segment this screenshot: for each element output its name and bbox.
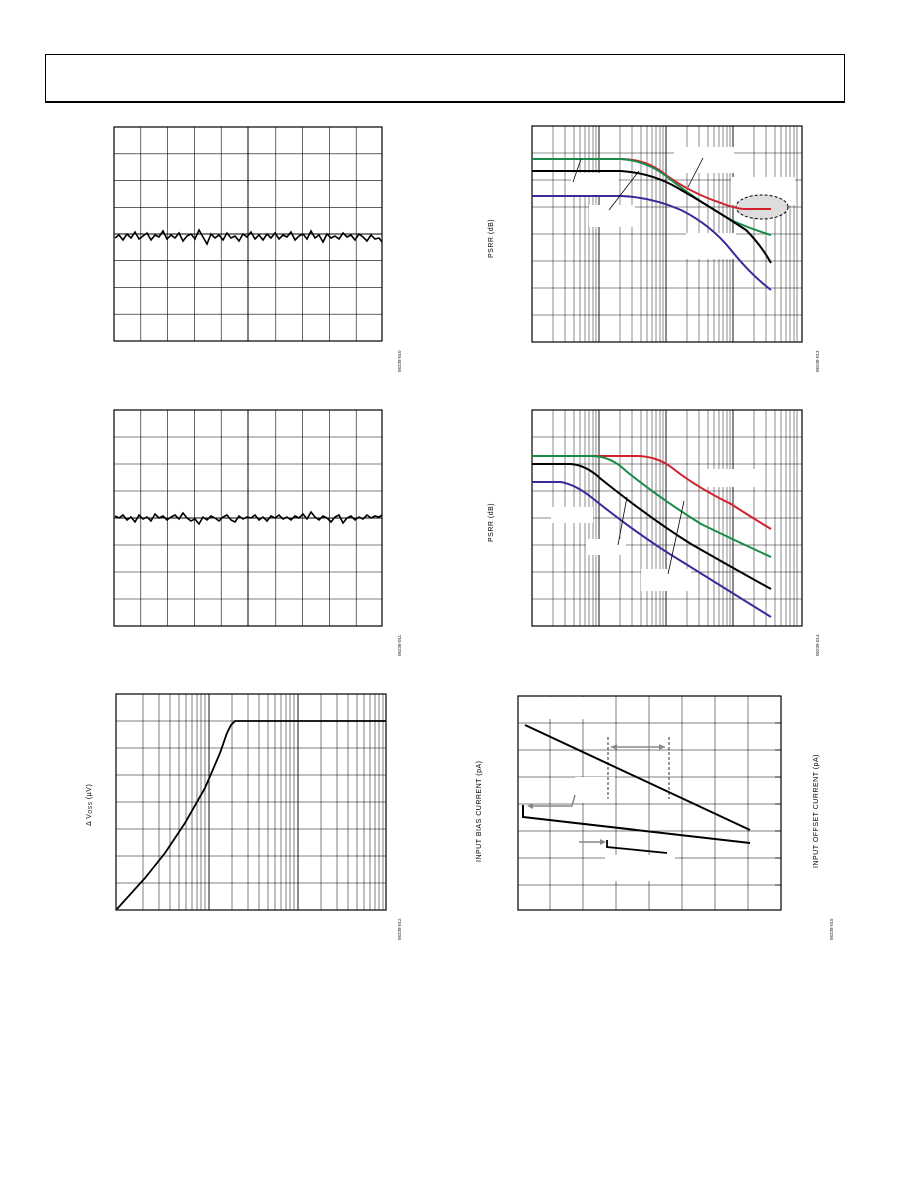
figure-id-bias: 06238-015: [829, 918, 834, 940]
psrr1-purple: [532, 195, 772, 291]
psrr1-ylabel: PSRR (dB): [488, 218, 495, 258]
bias-current-line: [524, 724, 751, 831]
noise-trace-1: [114, 228, 383, 246]
figure-id-noise2: 06238-011: [397, 634, 402, 656]
psrr2-ylabel: PSRR (dB): [488, 502, 495, 542]
noise-plot-2: [113, 409, 383, 627]
psrr2-purple: [532, 481, 772, 618]
figure-id-vos: 06238-012: [397, 918, 402, 940]
bias-current-plot: [517, 695, 782, 911]
highlight-ellipse: [735, 194, 789, 220]
vos-ylabel: Δ VOSS (µV): [86, 783, 94, 826]
vos-curve: [116, 720, 386, 910]
figure-id-psrr1: 06238-013: [815, 350, 820, 372]
bias-ylabel-right: INPUT OFFSET CURRENT (pA): [813, 753, 820, 868]
offset-current-line: [522, 805, 751, 844]
noise-plot-1: [113, 126, 383, 342]
psrr-plot-2: [531, 409, 803, 627]
vos-plot: [115, 693, 387, 911]
psrr2-black: [532, 463, 772, 590]
figure-id-noise1: 06238-010: [397, 350, 402, 372]
noise-trace-2: [114, 510, 383, 526]
offset-current-segment: [606, 840, 668, 854]
psrr2-green: [532, 455, 772, 558]
psrr2-red: [532, 455, 772, 530]
page-header-box: [45, 54, 845, 103]
figure-id-psrr2: 06238-014: [815, 634, 820, 656]
bias-ylabel-left: INPUT BIAS CURRENT (pA): [476, 760, 483, 862]
psrr-plot-1: [531, 125, 803, 343]
psrr1-black: [532, 170, 772, 264]
